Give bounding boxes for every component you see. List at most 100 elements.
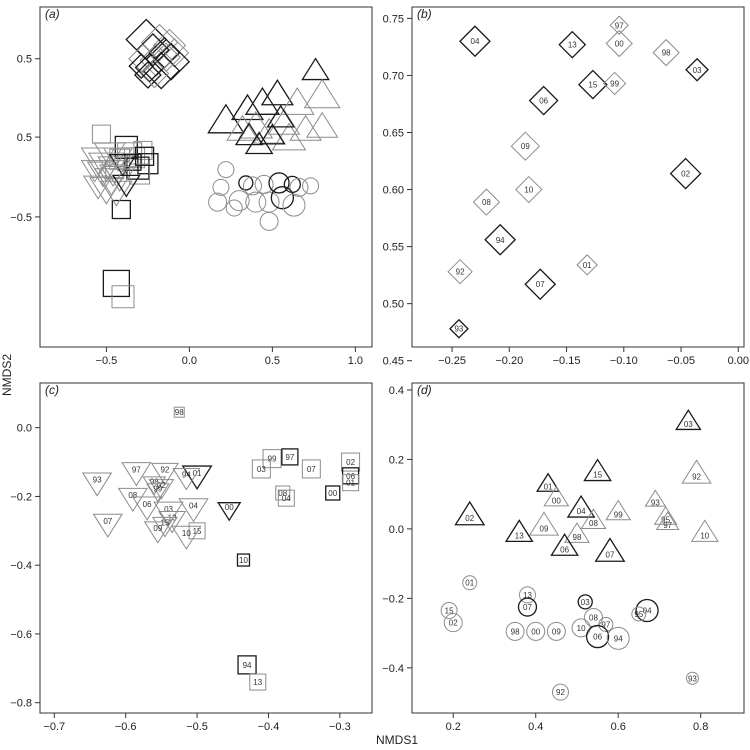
square-point: [251, 459, 271, 479]
point-label: 98: [150, 477, 159, 486]
point-label: 06: [593, 633, 602, 642]
circle-point: [282, 193, 306, 217]
point-label: 97: [285, 453, 294, 462]
triangle-down-point: [111, 174, 141, 198]
y-tick-label: −0.4: [382, 663, 404, 675]
triangle-down-point: [142, 476, 167, 496]
point-label: 94: [614, 634, 623, 643]
point-label: 02: [449, 619, 458, 628]
triangle-up-point: [528, 511, 560, 536]
y-tick-label: −0.8: [10, 698, 32, 710]
triangle-down-point: [150, 462, 180, 486]
triangle-down-point: [98, 164, 128, 187]
diamond-point: [459, 25, 491, 58]
point-label: 02: [157, 481, 166, 490]
circle-point: [238, 175, 254, 191]
square-point: [111, 285, 135, 309]
y-tick-label: 0.4: [389, 385, 404, 397]
circle-point: [585, 624, 610, 649]
point-label: 92: [556, 688, 565, 697]
panel-frame: [411, 6, 745, 348]
point-label: 10: [239, 556, 248, 565]
triangle-down-point: [86, 161, 120, 188]
circle-point: [577, 594, 593, 610]
triangle-up-point: [454, 500, 486, 526]
point-label: 93: [651, 498, 660, 507]
point-label: 06: [346, 472, 355, 481]
square-point: [341, 452, 361, 472]
triangle-up-point: [535, 472, 561, 492]
point-label: 13: [523, 591, 532, 600]
square-point: [236, 553, 251, 567]
square-point: [281, 448, 299, 466]
point-label: 15: [445, 607, 454, 616]
panel-letter: (b): [417, 7, 432, 21]
point-label: 04: [471, 37, 480, 46]
circle-point: [242, 176, 262, 196]
x-tick-label: −0.7: [43, 721, 65, 733]
y-tick-label: −0.5: [10, 212, 32, 224]
point-label: 07: [307, 465, 316, 474]
x-tick-label: −0.15: [553, 355, 581, 367]
point-label: 92: [456, 268, 465, 277]
circle-point: [546, 621, 566, 641]
y-tick-label: 0.65: [383, 128, 404, 140]
point-label: 06: [539, 97, 548, 106]
triangle-up-point: [305, 111, 339, 138]
triangle-down-point: [121, 462, 152, 487]
point-label: 97: [132, 465, 141, 474]
triangle-up-point: [583, 458, 612, 482]
circle-point: [606, 626, 630, 650]
circle-point: [208, 192, 228, 212]
square-point: [249, 673, 267, 691]
circle-point: [443, 613, 463, 633]
square-point: [275, 485, 291, 501]
diamond-point: [151, 42, 181, 72]
circle-point: [212, 178, 230, 196]
triangle-up-point: [303, 78, 341, 109]
point-label: 98: [175, 408, 184, 417]
point-label: 15: [160, 519, 169, 528]
point-label: 94: [243, 661, 252, 670]
point-label: 15: [588, 81, 597, 90]
diamond-point: [669, 157, 702, 190]
point-label: 13: [168, 514, 177, 523]
point-label: 13: [515, 531, 524, 540]
triangle-up-point: [266, 104, 296, 128]
diamond-point: [510, 131, 541, 161]
point-label: 97: [663, 521, 672, 530]
circle-point: [289, 177, 309, 197]
diamond-point: [139, 43, 173, 77]
point-label: 99: [614, 511, 623, 520]
circle-point: [598, 616, 614, 632]
triangle-up-point: [580, 508, 607, 529]
square-point: [133, 140, 153, 160]
triangle-down-point: [153, 501, 184, 526]
point-label: 01: [193, 469, 202, 478]
diamond-point: [576, 254, 598, 276]
diamond-point: [159, 38, 190, 68]
point-label: 10: [700, 531, 709, 540]
point-label: 02: [346, 458, 355, 467]
point-label: 03: [581, 598, 590, 607]
circle-point: [302, 177, 320, 195]
diamond-point: [134, 52, 165, 83]
diamond-point: [652, 38, 680, 67]
triangle-up-point: [504, 519, 534, 543]
panel-frame: [39, 382, 373, 714]
panel-letter: (d): [417, 383, 432, 397]
circle-point: [505, 621, 525, 641]
point-label: 10: [577, 624, 586, 633]
point-label: 98: [573, 533, 582, 542]
triangle-up-point: [259, 123, 286, 145]
point-label: 98: [511, 627, 520, 636]
point-label: 95: [661, 516, 670, 525]
triangle-up-point: [226, 114, 259, 141]
point-label: 13: [253, 678, 262, 687]
diamond-point: [472, 188, 501, 216]
panel-d: (d) 0.2 0.4 0.6 0.8 0.4 0.2 0.0 −0.2 −0.4 03 92 15 01…: [382, 382, 745, 733]
diamond-point: [528, 85, 559, 116]
triangle-down-point: [151, 516, 178, 538]
y-tick-label: 0.50: [383, 299, 404, 311]
panel-c: (c) −0.7 −0.6 −0.5 −0.4 −0.3 0.0 −0.2 −0.4 −0.6 −0…: [10, 382, 373, 733]
